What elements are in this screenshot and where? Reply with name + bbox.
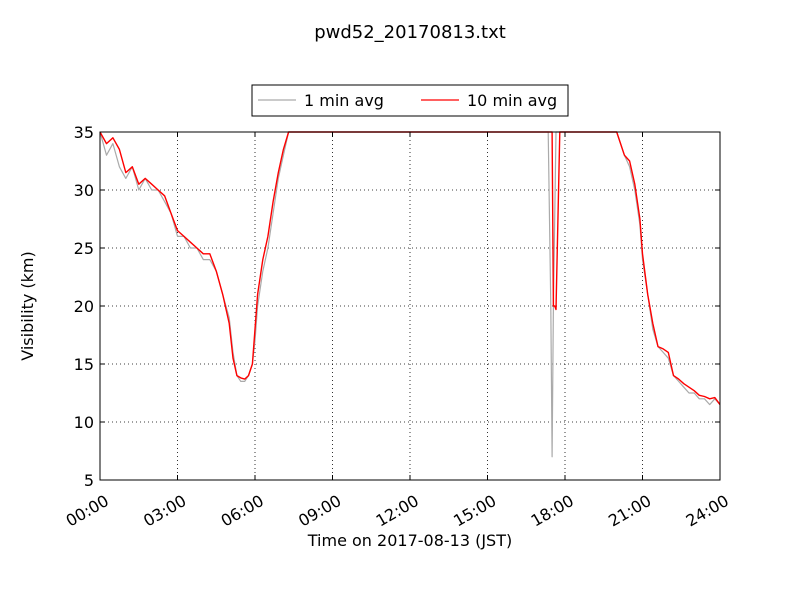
x-axis-label: Time on 2017-08-13 (JST): [307, 531, 512, 550]
y-tick-label: 35: [74, 123, 94, 142]
x-tick-label: 24:00: [683, 491, 732, 531]
series-layer: [99, 131, 721, 458]
series-line-10min-avg: [99, 131, 721, 406]
y-tick-label: 20: [74, 297, 94, 316]
tick-labels: 00:00 03:00 06:00 09:00 12:00 15:00 18:00 21:00…: [63, 123, 732, 531]
x-tick-label: 00:00: [63, 491, 112, 531]
x-tick-label: 03:00: [140, 491, 189, 531]
y-tick-label: 5: [84, 471, 94, 490]
y-axis-label: Visibility (km): [18, 251, 37, 360]
legend-label-10min: 10 min avg: [467, 91, 557, 110]
x-tick-label: 21:00: [605, 491, 654, 531]
chart-title: pwd52_20170813.txt: [314, 22, 506, 43]
ticks: [99, 131, 721, 481]
legend: 1 min avg 10 min avg: [251, 84, 569, 117]
y-tick-label: 30: [74, 181, 94, 200]
x-tick-label: 06:00: [218, 491, 267, 531]
grid: [100, 132, 720, 480]
y-tick-label: 10: [74, 413, 94, 432]
legend-label-1min: 1 min avg: [304, 91, 384, 110]
legend-box: [251, 84, 569, 117]
y-tick-label: 15: [74, 355, 94, 374]
x-tick-label: 09:00: [295, 491, 344, 531]
x-tick-label: 15:00: [450, 491, 499, 531]
x-tick-label: 18:00: [528, 491, 577, 531]
x-tick-label: 12:00: [373, 491, 422, 531]
y-tick-label: 25: [74, 239, 94, 258]
